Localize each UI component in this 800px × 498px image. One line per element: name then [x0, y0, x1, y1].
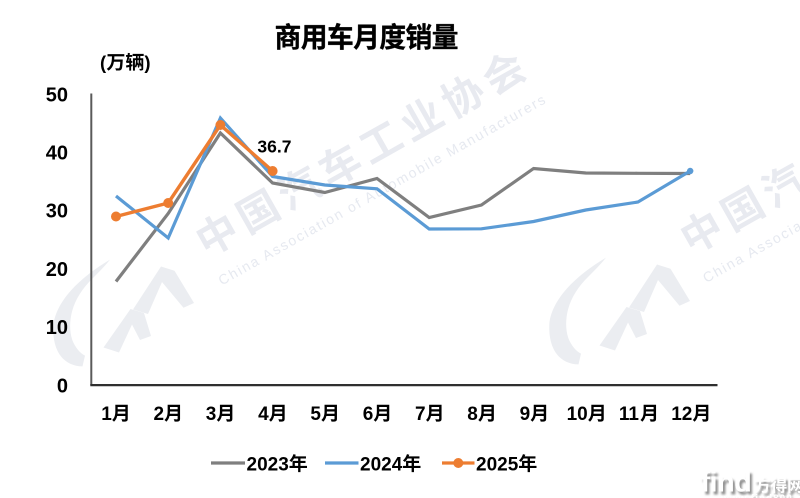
svg-text:30: 30 — [46, 201, 68, 223]
svg-text:36.7: 36.7 — [257, 137, 291, 157]
svg-text:find: find — [701, 467, 752, 498]
svg-text:7: 7 — [415, 404, 426, 425]
svg-text:10: 10 — [46, 317, 68, 339]
svg-text:2024: 2024 — [360, 454, 403, 475]
svg-text:9: 9 — [520, 404, 531, 425]
svg-text:40: 40 — [46, 143, 68, 165]
svg-text:10: 10 — [567, 404, 588, 425]
svg-text:6: 6 — [363, 404, 374, 425]
svg-text:www.find800.cn: www.find800.cn — [720, 494, 800, 498]
svg-text:): ) — [144, 52, 150, 73]
svg-text:2: 2 — [154, 404, 165, 425]
svg-text:50: 50 — [46, 84, 68, 106]
svg-text:(: ( — [100, 52, 107, 73]
svg-text:5: 5 — [310, 404, 321, 425]
svg-text:1: 1 — [101, 404, 112, 425]
svg-text:0: 0 — [57, 375, 68, 397]
svg-text:12: 12 — [671, 404, 692, 425]
svg-text:8: 8 — [467, 404, 478, 425]
svg-text:www.find800.cn: www.find800.cn — [722, 496, 800, 498]
svg-text:20: 20 — [46, 259, 68, 281]
svg-text:4: 4 — [258, 404, 269, 425]
svg-text:2023: 2023 — [247, 454, 289, 475]
svg-text:2025: 2025 — [476, 454, 519, 475]
svg-text:find: find — [703, 469, 754, 498]
svg-text:11: 11 — [619, 404, 640, 425]
svg-text:3: 3 — [206, 404, 217, 425]
